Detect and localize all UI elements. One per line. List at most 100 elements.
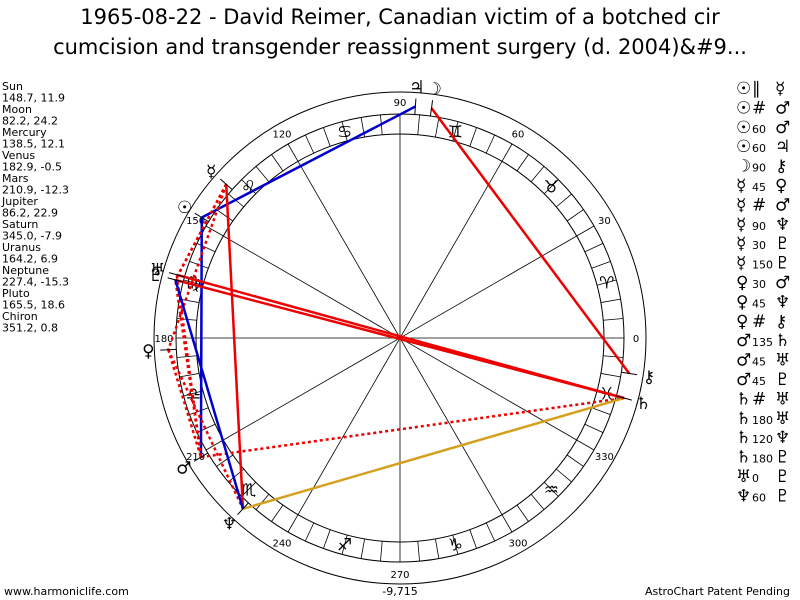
ring-tick <box>417 541 420 562</box>
planet-name: Uranus <box>2 241 41 254</box>
chart-number: -9,715 <box>382 585 417 598</box>
ring-tick <box>566 454 584 467</box>
planet-name: Pluto <box>2 287 30 300</box>
planet-tick <box>160 348 177 351</box>
aspect-planet: ♂ <box>775 118 790 138</box>
ring-tick <box>600 373 621 378</box>
sign-glyph: ♉ <box>544 178 559 198</box>
sign-glyph: ♒ <box>544 480 559 500</box>
aspect-planet: ☿ <box>736 215 746 235</box>
planet-name: Venus <box>2 149 35 162</box>
aspect-type: 180 <box>752 453 773 466</box>
aspect-type: 150 <box>752 259 773 272</box>
aspect-planet: ♂ <box>736 370 751 390</box>
ring-tick <box>566 209 584 222</box>
ring-tick <box>600 298 621 303</box>
planet-glyph: ♄ <box>636 394 651 414</box>
planet-position: 148.7, 11.9 <box>2 92 65 105</box>
aspect-line <box>242 396 625 510</box>
aspect-planet: ♂ <box>736 351 751 371</box>
planet-tick <box>193 452 209 462</box>
degree-label: 270 <box>390 570 409 581</box>
ring-tick <box>501 514 513 533</box>
ring-tick <box>435 117 440 138</box>
aspect-planet: ☿ <box>736 195 746 215</box>
aspect-planet: ♇ <box>775 448 790 468</box>
planet-name: Mars <box>2 172 29 185</box>
aspect-type: 45 <box>752 297 766 310</box>
ring-tick <box>196 423 216 434</box>
ring-tick <box>516 504 529 522</box>
planet-position: 182.9, -0.5 <box>2 161 62 174</box>
planet-tick <box>168 272 185 278</box>
sign-glyph: ♎ <box>186 384 201 404</box>
degree-label: 240 <box>272 538 291 549</box>
aspect-planet: ☿ <box>736 254 746 274</box>
aspect-type: # <box>752 389 766 409</box>
planet-tick <box>414 98 417 115</box>
planet-position: 138.5, 12.1 <box>2 138 65 151</box>
planet-name: Sun <box>2 80 23 93</box>
planet-glyph: ♇ <box>148 266 163 286</box>
planet-glyph: ♅ <box>150 260 165 280</box>
aspect-type: 45 <box>752 181 766 194</box>
planet-position: 351.2, 0.8 <box>2 322 58 335</box>
aspect-planet: ⚷ <box>775 312 787 332</box>
ring-tick <box>304 522 315 542</box>
aspect-planet: ♂ <box>775 273 790 293</box>
planet-position: 86.2, 22.9 <box>2 207 58 220</box>
aspect-type: 60 <box>752 491 766 504</box>
planet-tick <box>167 277 184 283</box>
aspect-line <box>175 278 625 400</box>
degree-label: 120 <box>272 130 291 141</box>
planet-position: 227.4, -15.3 <box>2 276 69 289</box>
degree-label: 300 <box>508 538 527 549</box>
planet-tick <box>429 100 434 117</box>
ring-tick <box>323 127 331 147</box>
aspect-type: 60 <box>752 142 766 155</box>
degree-label: 30 <box>598 216 611 227</box>
aspect-planet: ♇ <box>775 370 790 390</box>
aspect-planet: ☿ <box>775 79 785 99</box>
planet-name: Mercury <box>2 126 47 139</box>
aspect-planet: ☉ <box>736 118 751 138</box>
aspect-planet: ♂ <box>736 331 751 351</box>
aspect-planet: ♇ <box>775 254 790 274</box>
aspect-planet: ♄ <box>736 409 751 429</box>
ring-tick <box>304 134 315 154</box>
aspect-planet: ♅ <box>775 389 790 409</box>
aspect-planet: ♂ <box>775 195 790 215</box>
ring-tick <box>596 279 617 286</box>
outer-circle <box>153 91 647 585</box>
planet-position: 82.2, 24.2 <box>2 115 58 128</box>
planet-tick <box>219 178 233 190</box>
planet-glyph: ☽ <box>427 79 442 99</box>
ring-tick <box>576 439 595 451</box>
aspect-type: # <box>752 312 766 332</box>
ring-tick <box>179 298 200 303</box>
sign-glyph: ♏ <box>241 480 256 500</box>
ring-tick <box>196 242 216 253</box>
aspect-line <box>430 107 631 375</box>
ring-tick <box>360 538 365 559</box>
aspect-line <box>174 279 245 510</box>
ring-tick <box>205 439 224 451</box>
ring-tick <box>469 127 477 147</box>
ring-tick <box>323 529 331 549</box>
aspect-planet: ♂ <box>775 98 790 118</box>
ring-tick <box>271 504 284 522</box>
aspect-line <box>167 349 245 510</box>
ring-tick <box>556 193 572 208</box>
aspect-planet: ⚷ <box>775 157 787 177</box>
ring-tick <box>591 261 611 269</box>
aspect-planet: ♆ <box>775 215 790 235</box>
ring-tick <box>417 114 420 135</box>
aspect-type: 30 <box>752 278 766 291</box>
ring-tick <box>584 423 604 434</box>
aspect-planet: ♄ <box>775 331 790 351</box>
aspect-planet: ♄ <box>736 448 751 468</box>
aspect-type: ∥ <box>752 79 761 99</box>
ring-tick <box>341 534 348 555</box>
planet-name: Moon <box>2 103 32 116</box>
